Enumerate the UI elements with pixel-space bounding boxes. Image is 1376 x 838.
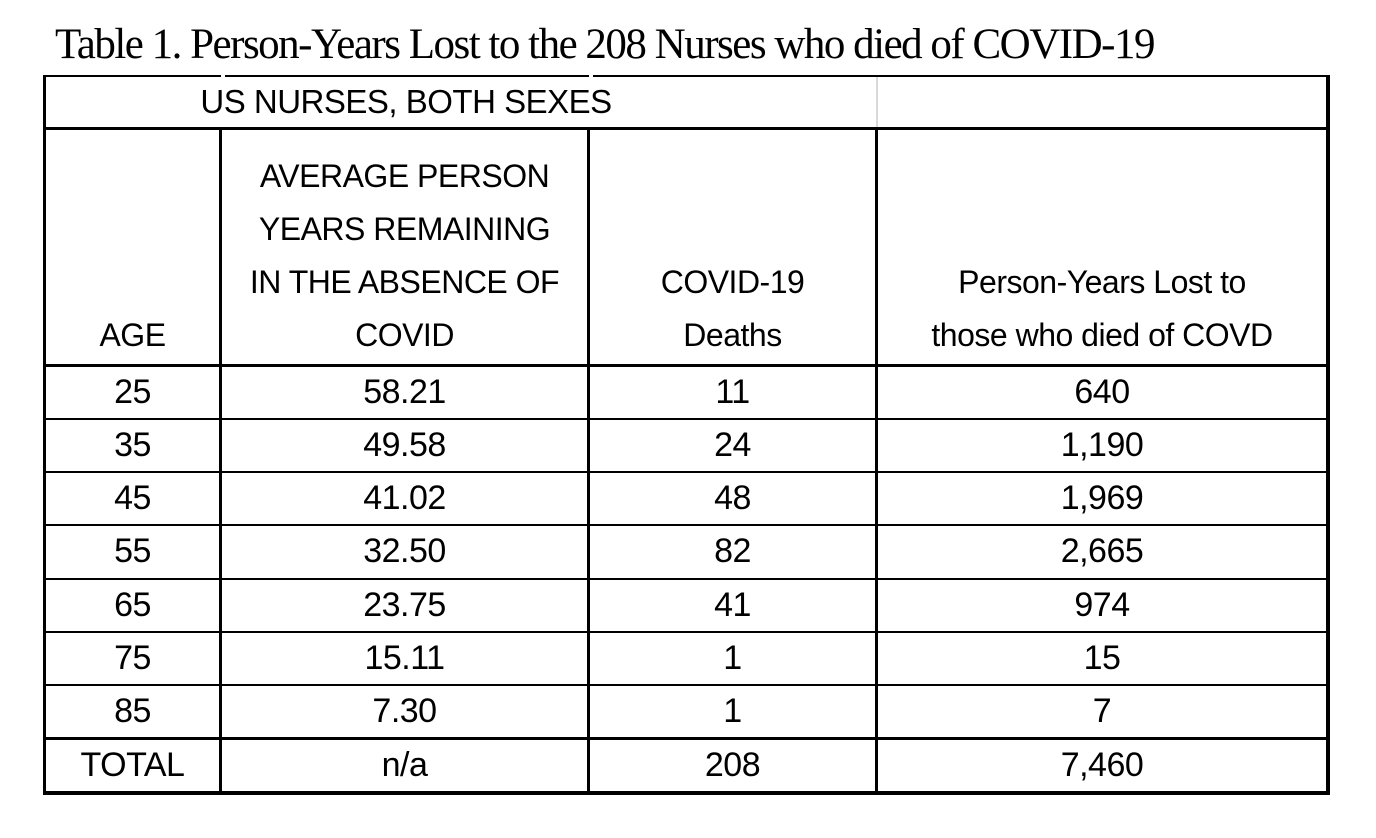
cell-avg-years: 15.11 — [222, 632, 590, 684]
cell-age: 65 — [46, 579, 222, 631]
table-row: 85 7.30 1 7 — [46, 685, 1326, 740]
cell-age: 75 — [46, 632, 222, 684]
gridline-notch — [589, 75, 593, 77]
cell-person-years-lost: 7 — [1092, 691, 1112, 730]
header-line: YEARS REMAINING — [258, 211, 551, 247]
cell-total-person-years-lost: 7,460 — [1060, 745, 1144, 784]
cell-age: 55 — [46, 526, 222, 578]
cell-deaths: 24 — [590, 420, 878, 472]
table-row: 35 49.58 24 1,190 — [46, 420, 1326, 474]
cell-avg-years: 32.50 — [222, 526, 590, 578]
header-line: IN THE ABSENCE OF — [249, 264, 560, 300]
column-header-age: AGE — [46, 130, 222, 364]
cell-total-avg-years: n/a — [222, 739, 590, 791]
cell-deaths: 82 — [590, 526, 878, 578]
cell-person-years-lost: 1,969 — [1060, 479, 1144, 518]
header-line: Person-Years Lost to — [958, 264, 1246, 300]
table-row: 45 41.02 48 1,969 — [46, 473, 1326, 527]
header-line: COVID — [355, 317, 454, 353]
column-header-person-years-lost: Person-Years Lost to those who died of C… — [878, 130, 1326, 364]
group-header-empty-cell — [878, 77, 1326, 127]
column-header-average-person-years: AVERAGE PERSON YEARS REMAINING IN THE AB… — [222, 130, 590, 364]
group-header-cell: US NURSES, BOTH SEXES — [46, 77, 878, 127]
header-line: AGE — [99, 317, 166, 353]
table-caption: Table 1. Person-Years Lost to the 208 Nu… — [55, 21, 1155, 68]
cell-person-years-lost: 15 — [1083, 638, 1121, 677]
table-row: 65 23.75 41 974 — [46, 579, 1326, 633]
cell-age: 85 — [46, 685, 222, 737]
column-header-row: AGE AVERAGE PERSON YEARS REMAINING IN TH… — [46, 130, 1326, 367]
cell-avg-years: 23.75 — [222, 579, 590, 631]
cell-deaths: 1 — [590, 685, 878, 737]
cell-avg-years: 41.02 — [222, 473, 590, 525]
header-line: Deaths — [683, 317, 782, 353]
cell-deaths: 41 — [590, 579, 878, 631]
cell-person-years-lost: 2,665 — [1060, 532, 1144, 571]
table-row: 25 58.21 11 640 — [46, 367, 1326, 421]
group-header-label: US NURSES, BOTH SEXES — [200, 83, 612, 120]
table-row: 55 32.50 82 2,665 — [46, 526, 1326, 580]
cell-total-label: TOTAL — [46, 739, 222, 791]
cell-person-years-lost: 974 — [1074, 585, 1130, 624]
table-row: 75 15.11 1 15 — [46, 632, 1326, 686]
cell-age: 25 — [46, 367, 222, 419]
cell-person-years-lost: 640 — [1074, 373, 1130, 412]
cell-age: 35 — [46, 420, 222, 472]
person-years-table: US NURSES, BOTH SEXES AGE AVERAGE PERSON… — [43, 75, 1330, 795]
cell-age: 45 — [46, 473, 222, 525]
header-line: COVID-19 — [660, 264, 805, 300]
cell-deaths: 48 — [590, 473, 878, 525]
table-total-row: TOTAL n/a 208 7,460 — [46, 739, 1326, 791]
cell-avg-years: 49.58 — [222, 420, 590, 472]
cell-person-years-lost: 1,190 — [1060, 426, 1144, 465]
header-line: those who died of COVD — [931, 317, 1273, 353]
gridline-notch — [221, 75, 225, 77]
column-header-covid-deaths: COVID-19 Deaths — [590, 130, 878, 364]
cell-deaths: 1 — [590, 632, 878, 684]
cell-avg-years: 58.21 — [222, 367, 590, 419]
cell-deaths: 11 — [590, 367, 878, 419]
header-line: AVERAGE PERSON — [259, 158, 550, 194]
group-header-row: US NURSES, BOTH SEXES — [46, 77, 1326, 130]
cell-total-deaths: 208 — [590, 739, 878, 791]
cell-avg-years: 7.30 — [222, 685, 590, 737]
